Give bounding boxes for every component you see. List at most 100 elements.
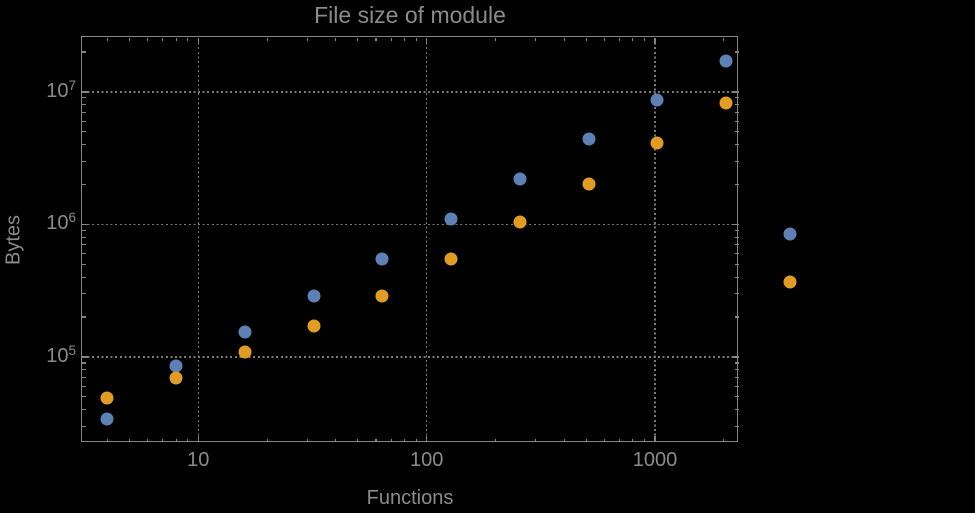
y-tick-minor (82, 97, 86, 99)
x-tick-minor (403, 37, 406, 42)
x-tick-minor (563, 37, 565, 42)
x-tick-minor (644, 37, 646, 42)
x-tick-minor (129, 438, 131, 443)
x-tick-minor (306, 37, 308, 42)
y-tick-minor (735, 362, 739, 364)
x-tick-major (197, 37, 199, 44)
x-tick-minor (415, 438, 417, 443)
y-tick-minor (82, 396, 86, 398)
y-tick-major (732, 223, 739, 226)
data-point-blue (513, 172, 527, 186)
y-tick-minor (735, 425, 739, 427)
x-tick-minor (147, 438, 149, 443)
y-tick-minor (735, 131, 739, 133)
x-tick-major (425, 37, 428, 44)
x-gridline-10 (197, 38, 199, 442)
data-point-blue (100, 412, 114, 426)
x-tick-minor (162, 37, 164, 42)
y-tick-major (82, 356, 89, 358)
y-tick-minor (735, 244, 739, 246)
y-tick-minor (82, 385, 86, 387)
y-tick-minor (82, 276, 86, 278)
data-point-orange (375, 289, 389, 303)
data-point-blue (582, 132, 596, 146)
x-tick-label-10: 10 (187, 449, 210, 471)
x-tick-minor (603, 37, 605, 42)
data-point-blue (719, 54, 733, 68)
data-point-orange (100, 391, 114, 405)
y-tick-minor (735, 263, 739, 265)
y-tick-minor (735, 409, 739, 411)
x-tick-minor (375, 438, 377, 443)
y-tick-minor (82, 409, 86, 411)
y-tick-base: 10 (46, 212, 69, 235)
x-tick-minor (632, 37, 634, 42)
data-point-orange (650, 136, 664, 150)
y-tick-minor (82, 263, 86, 265)
y-gridline-10e6 (83, 223, 737, 226)
y-tick-minor (735, 396, 739, 398)
x-tick-minor (390, 37, 392, 42)
y-tick-minor (735, 183, 739, 186)
data-point-orange (307, 319, 321, 333)
y-tick-minor (82, 293, 86, 295)
y-tick-major (732, 91, 739, 93)
x-tick-major (425, 436, 428, 443)
data-point-blue (169, 359, 183, 373)
y-tick-minor (735, 385, 739, 387)
y-tick-base: 10 (46, 344, 69, 367)
x-tick-minor (357, 37, 359, 42)
y-tick-minor (735, 160, 739, 162)
y-tick-minor (82, 229, 86, 231)
y-tick-major (82, 91, 89, 93)
y-tick-minor (82, 362, 86, 364)
data-point-blue (375, 252, 389, 266)
x-tick-minor (175, 37, 177, 42)
y-tick-minor (735, 229, 739, 231)
x-tick-minor (494, 37, 496, 42)
y-tick-minor (82, 183, 86, 186)
y-tick-minor (82, 111, 86, 113)
y-tick-minor (735, 376, 739, 378)
y-tick-minor (82, 160, 86, 162)
y-tick-major (732, 356, 739, 358)
x-tick-minor (403, 438, 406, 443)
x-tick-minor (175, 438, 177, 443)
y-tick-minor (735, 253, 739, 255)
y-tick-base: 10 (46, 79, 69, 102)
x-tick-minor (390, 438, 392, 443)
x-tick-minor (494, 438, 496, 443)
y-tick-minor (735, 316, 739, 318)
plot-frame (80, 36, 739, 442)
x-axis-label: Functions (366, 487, 454, 509)
x-tick-minor (129, 37, 131, 42)
y-tick-minor (82, 253, 86, 255)
y-tick-label-10e5: 105 (0, 343, 76, 368)
x-tick-minor (535, 438, 537, 443)
x-gridline-1000 (654, 38, 656, 442)
y-tick-minor (735, 104, 739, 106)
y-tick-minor (82, 120, 86, 122)
y-tick-minor (82, 144, 86, 146)
y-tick-minor (735, 276, 739, 278)
y-tick-minor (82, 316, 86, 318)
x-tick-minor (585, 37, 587, 42)
data-point-orange (783, 275, 797, 289)
x-gridline-100 (425, 38, 428, 442)
x-tick-major (654, 436, 656, 443)
data-point-orange (513, 215, 527, 229)
data-point-blue (783, 227, 797, 241)
x-tick-minor (187, 438, 189, 443)
x-tick-minor (306, 438, 308, 443)
x-tick-minor (187, 37, 189, 42)
x-tick-minor (335, 37, 337, 42)
data-point-orange (169, 371, 183, 385)
x-tick-minor (723, 438, 725, 443)
y-tick-minor (735, 111, 739, 113)
y-tick-minor (82, 425, 86, 427)
y-tick-minor (735, 120, 739, 122)
y-tick-minor (735, 97, 739, 99)
y-tick-minor (735, 369, 739, 371)
